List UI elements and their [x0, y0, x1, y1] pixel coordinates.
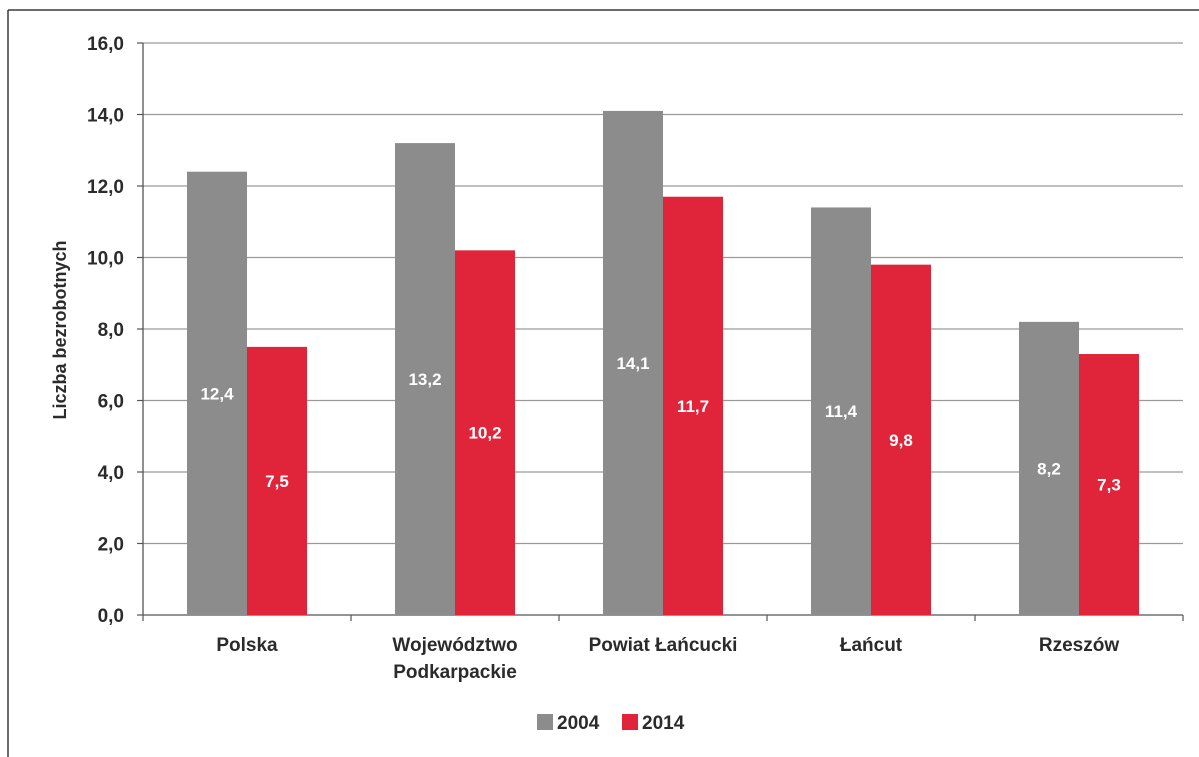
data-label-2014: 9,8	[889, 431, 913, 450]
y-tick-label: 8,0	[98, 320, 124, 341]
data-label-2004: 12,4	[200, 384, 234, 403]
legend-label-2014: 2014	[642, 713, 685, 734]
bars	[187, 110, 1139, 616]
legend-swatch-2014	[622, 714, 638, 730]
bar-2004	[603, 110, 663, 616]
category-labels: Polska Województwo Podkarpackie Powiat Łańc…	[216, 635, 1119, 683]
y-tick-label: 2,0	[98, 535, 124, 556]
bar-2004	[811, 207, 871, 615]
data-label-2004: 8,2	[1037, 459, 1061, 478]
bar-2004	[395, 143, 455, 615]
y-tick-label: 12,0	[87, 177, 124, 198]
legend: 2004 2014	[537, 713, 685, 734]
bar-2014	[455, 250, 515, 615]
data-label-2004: 14,1	[616, 354, 649, 373]
y-tick-label: 10,0	[87, 249, 124, 270]
y-axis-title: Liczba bezrobotnych	[50, 240, 70, 419]
bar-2014	[1079, 354, 1139, 615]
data-label-2014: 11,7	[677, 397, 709, 416]
y-tick-label: 16,0	[87, 34, 124, 55]
data-label-2004: 13,2	[408, 370, 441, 389]
data-label-2014: 7,5	[265, 472, 289, 491]
legend-label-2004: 2004	[557, 713, 600, 734]
bar-2014	[247, 346, 307, 615]
category-label: Rzeszów	[1039, 635, 1119, 656]
data-label-2014: 7,3	[1097, 476, 1121, 495]
category-label: Podkarpackie	[393, 662, 517, 683]
y-tick-label: 6,0	[98, 392, 124, 413]
data-label-2014: 10,2	[468, 424, 501, 443]
category-label: Powiat Łańcucki	[589, 635, 738, 656]
bar-2004	[1019, 321, 1079, 615]
bar-2014	[663, 196, 723, 615]
bar-2014	[871, 264, 931, 615]
y-tick-label: 4,0	[98, 463, 124, 484]
bar-2004	[187, 171, 247, 615]
y-tick-label: 0,0	[98, 606, 124, 627]
category-label: Województwo	[392, 635, 517, 656]
y-tick-labels: 0,0 2,0 4,0 6,0 8,0 10,0 12,0 14,0 16,0	[87, 34, 124, 627]
data-labels: 12,4 7,5 13,2 10,2 14,1 11,7 11,4 9,8 8,2 7,3	[200, 354, 1120, 495]
data-label-2004: 11,4	[825, 402, 858, 421]
category-label: Polska	[216, 635, 278, 656]
category-label: Łańcut	[840, 635, 903, 656]
legend-swatch-2004	[537, 714, 553, 730]
y-tick-label: 14,0	[87, 106, 124, 127]
